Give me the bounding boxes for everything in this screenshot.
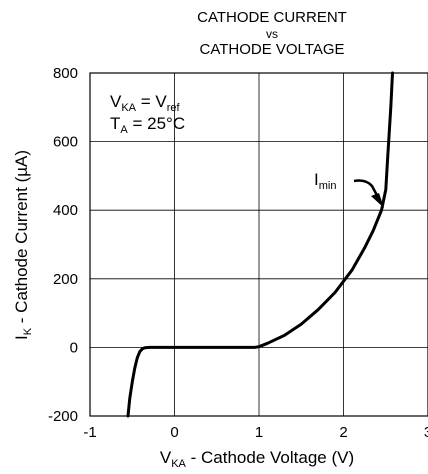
y-tick-label: -200 <box>48 408 78 425</box>
chart-title-line-1: CATHODE CURRENT <box>197 9 347 26</box>
condition-ta: TA = 25°C <box>110 114 185 136</box>
y-tick-label: 0 <box>70 339 78 356</box>
x-tick-label: 2 <box>339 424 347 441</box>
x-tick-label: -1 <box>83 424 96 441</box>
chart-title-line-3: CATHODE VOLTAGE <box>199 41 344 58</box>
y-tick-label: 800 <box>53 65 78 82</box>
y-tick-label: 200 <box>53 271 78 288</box>
condition-vka: VKA = Vref <box>110 92 181 114</box>
imin-arrow-line <box>353 179 382 202</box>
y-axis-label: IK - Cathode Current (µA) <box>12 150 34 340</box>
y-tick-label: 400 <box>53 202 78 219</box>
x-tick-label: 0 <box>170 424 178 441</box>
tick-labels: -1 0 1 2 3 -200 0 200 400 600 800 <box>48 65 428 441</box>
imin-label: Imin <box>314 170 336 192</box>
chart-title-line-2: vs <box>266 27 278 41</box>
x-axis-label: VKA - Cathode Voltage (V) <box>160 448 354 470</box>
imin-arrow-head <box>371 193 384 208</box>
x-tick-label: 3 <box>424 424 428 441</box>
y-tick-label: 600 <box>53 134 78 151</box>
series-line <box>126 71 394 418</box>
x-tick-label: 1 <box>255 424 263 441</box>
